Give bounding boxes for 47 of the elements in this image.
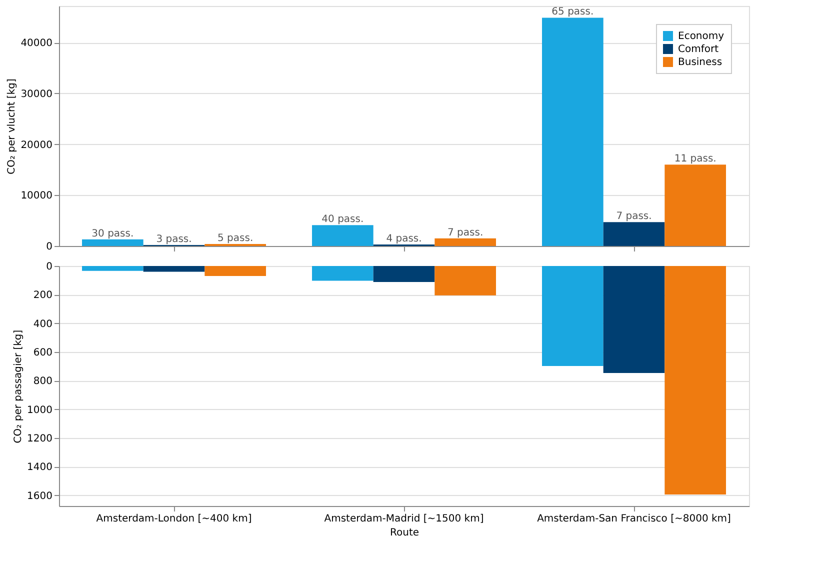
y-tick-label: 40000 [20,38,52,50]
legend-label: Comfort [678,44,719,55]
x-tick-label: Amsterdam-San Francisco [~8000 km] [537,514,732,524]
y-axis-title: CO₂ per vlucht [kg] [6,78,18,174]
bar [143,266,205,272]
bar [664,164,726,246]
annotation: 11 pass. [674,154,716,165]
bar [542,266,604,366]
x-tick-label: Amsterdam-Madrid [~1500 km] [324,514,484,524]
bar [204,266,266,276]
bar [542,18,604,246]
y-tick-label: 1000 [27,404,52,416]
bar [312,266,374,281]
y-axis-title: CO₂ per passagier [kg] [13,330,24,444]
annotation: 7 pass. [448,227,484,238]
bar [603,266,665,374]
bar [82,266,144,271]
annotation: 5 pass. [218,232,254,244]
y-tick-label: 600 [33,347,52,358]
annotation: 65 pass. [552,6,594,18]
bar [664,266,726,495]
bar [373,266,435,282]
x-tick-label: Amsterdam-London [~400 km] [96,514,252,524]
annotation: 7 pass. [616,211,652,222]
y-tick-label: 30000 [20,88,52,100]
bar [82,239,144,246]
annotation: 40 pass. [322,214,364,226]
legend-label: Business [678,57,722,68]
annotation: 30 pass. [92,228,134,240]
y-tick-label: 800 [33,376,52,388]
annotation: 4 pass. [386,233,422,244]
y-tick-label: 1400 [27,462,52,474]
bar [603,222,665,246]
legend-label: Economy [678,31,724,42]
y-tick-label: 20000 [20,140,52,151]
bar [434,238,496,246]
y-tick-label: 0 [46,242,52,252]
y-tick-label: 10000 [20,190,52,202]
annotation: 3 pass. [156,234,192,245]
y-tick-label: 1600 [27,490,52,502]
y-tick-label: 1200 [27,433,52,444]
x-axis-title: Route [390,528,420,538]
bar [434,266,496,296]
y-tick-label: 400 [33,318,52,330]
y-tick-label: 200 [33,290,52,302]
y-tick-label: 0 [46,262,52,272]
bar [312,225,374,246]
